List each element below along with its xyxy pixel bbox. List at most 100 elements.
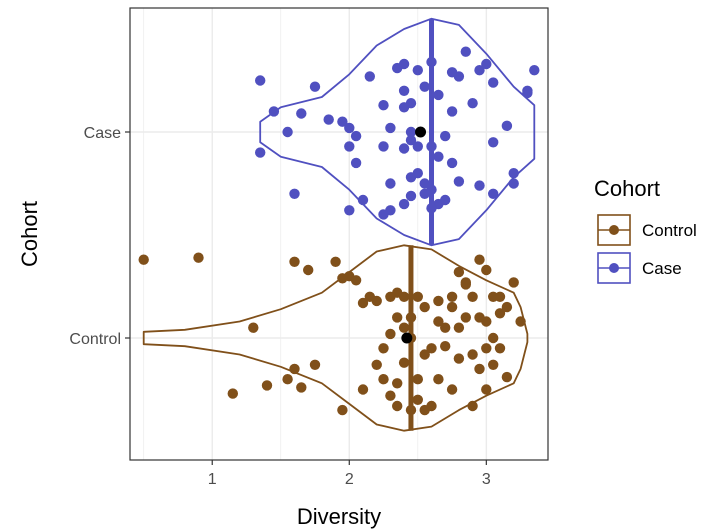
data-point-case bbox=[433, 151, 444, 162]
data-point-case bbox=[337, 116, 348, 127]
data-point-case bbox=[433, 89, 444, 101]
data-point-control bbox=[398, 322, 410, 333]
legend-item-case: Case bbox=[597, 252, 682, 284]
data-point-case bbox=[405, 190, 417, 202]
data-point-case bbox=[255, 147, 266, 158]
data-point-case bbox=[488, 77, 499, 88]
x-tick-label: 1 bbox=[208, 471, 217, 488]
data-point-control bbox=[481, 384, 492, 395]
data-point-case bbox=[309, 81, 321, 92]
data-point-control bbox=[460, 312, 471, 323]
data-point-control bbox=[453, 266, 465, 278]
data-point-case bbox=[378, 209, 389, 220]
data-point-case bbox=[453, 176, 465, 187]
violin-case bbox=[259, 17, 536, 247]
legend-label: Control bbox=[642, 221, 697, 240]
data-point-control bbox=[392, 312, 403, 323]
data-point-case bbox=[344, 122, 355, 134]
data-point-case bbox=[268, 106, 280, 117]
mean-layer bbox=[401, 126, 427, 344]
data-point-case bbox=[446, 106, 458, 117]
data-point-case bbox=[282, 126, 293, 138]
data-point-control bbox=[474, 312, 485, 323]
legend-key-point bbox=[609, 263, 619, 273]
y-axis-title: Cohort bbox=[17, 201, 42, 267]
data-point-control bbox=[138, 254, 149, 265]
data-point-control bbox=[488, 359, 499, 370]
data-point-case bbox=[453, 71, 465, 82]
x-tick-label: 3 bbox=[482, 471, 491, 488]
data-point-control bbox=[433, 316, 444, 327]
data-point-control bbox=[474, 254, 485, 265]
data-point-case bbox=[350, 157, 362, 169]
y-tick-label: Control bbox=[69, 331, 121, 348]
points-layer bbox=[138, 46, 540, 416]
data-point-case bbox=[474, 180, 485, 191]
data-point-case bbox=[385, 122, 396, 134]
data-point-control bbox=[296, 382, 307, 393]
data-point-control bbox=[481, 343, 492, 354]
data-point-case bbox=[385, 178, 396, 189]
data-point-control bbox=[481, 264, 492, 276]
mean-point-case bbox=[415, 126, 427, 138]
data-point-case bbox=[398, 85, 410, 97]
data-point-case bbox=[474, 65, 485, 76]
data-point-control bbox=[289, 363, 300, 375]
data-point-control bbox=[412, 374, 423, 385]
data-point-control bbox=[467, 349, 478, 360]
legend-title: Cohort bbox=[594, 176, 660, 201]
data-point-control bbox=[467, 291, 478, 302]
data-point-control bbox=[309, 359, 321, 370]
data-point-control bbox=[494, 308, 506, 319]
legend-key-point bbox=[609, 225, 619, 235]
data-point-control bbox=[378, 374, 389, 385]
data-point-control bbox=[501, 301, 513, 313]
data-point-case bbox=[289, 188, 300, 199]
data-point-case bbox=[398, 58, 410, 70]
data-point-case bbox=[440, 194, 451, 206]
y-tick-label: Case bbox=[84, 125, 121, 142]
data-point-control bbox=[433, 295, 444, 307]
data-point-case bbox=[405, 135, 417, 146]
data-point-control bbox=[426, 400, 437, 412]
data-point-case bbox=[364, 71, 375, 82]
data-point-case bbox=[440, 130, 451, 142]
data-point-case bbox=[296, 108, 307, 119]
data-point-case bbox=[398, 102, 410, 113]
data-point-control bbox=[501, 371, 513, 383]
mean-point-control bbox=[401, 332, 413, 344]
data-point-case bbox=[488, 137, 499, 148]
data-point-control bbox=[357, 297, 369, 309]
data-point-control bbox=[392, 400, 403, 412]
data-point-case bbox=[378, 141, 389, 152]
data-point-control bbox=[303, 264, 314, 276]
data-point-case bbox=[467, 98, 478, 109]
plot-panel-border bbox=[129, 7, 549, 461]
data-point-case bbox=[398, 143, 410, 154]
data-point-control bbox=[446, 384, 458, 395]
data-point-control bbox=[419, 349, 430, 360]
data-point-control bbox=[433, 374, 444, 385]
data-point-control bbox=[371, 359, 382, 370]
data-point-case bbox=[323, 114, 334, 125]
data-point-case bbox=[405, 126, 417, 138]
data-point-case bbox=[446, 157, 458, 169]
data-point-control bbox=[440, 341, 451, 352]
data-point-control bbox=[494, 343, 506, 354]
data-point-case bbox=[344, 141, 355, 152]
data-point-case bbox=[481, 58, 492, 70]
data-point-control bbox=[494, 291, 506, 302]
data-point-control bbox=[508, 277, 519, 288]
data-point-control bbox=[412, 291, 423, 302]
data-point-case bbox=[419, 81, 430, 92]
data-point-control bbox=[453, 353, 465, 364]
data-point-control bbox=[261, 380, 273, 391]
legend-entries: Control Case bbox=[597, 214, 697, 284]
data-point-control bbox=[330, 256, 341, 267]
data-point-case bbox=[255, 75, 266, 86]
x-axis-title: Diversity bbox=[297, 504, 381, 529]
axis-layer: 1 2 3 Case Control bbox=[69, 125, 490, 488]
x-tick-label: 2 bbox=[345, 471, 354, 488]
data-point-control bbox=[364, 291, 375, 302]
